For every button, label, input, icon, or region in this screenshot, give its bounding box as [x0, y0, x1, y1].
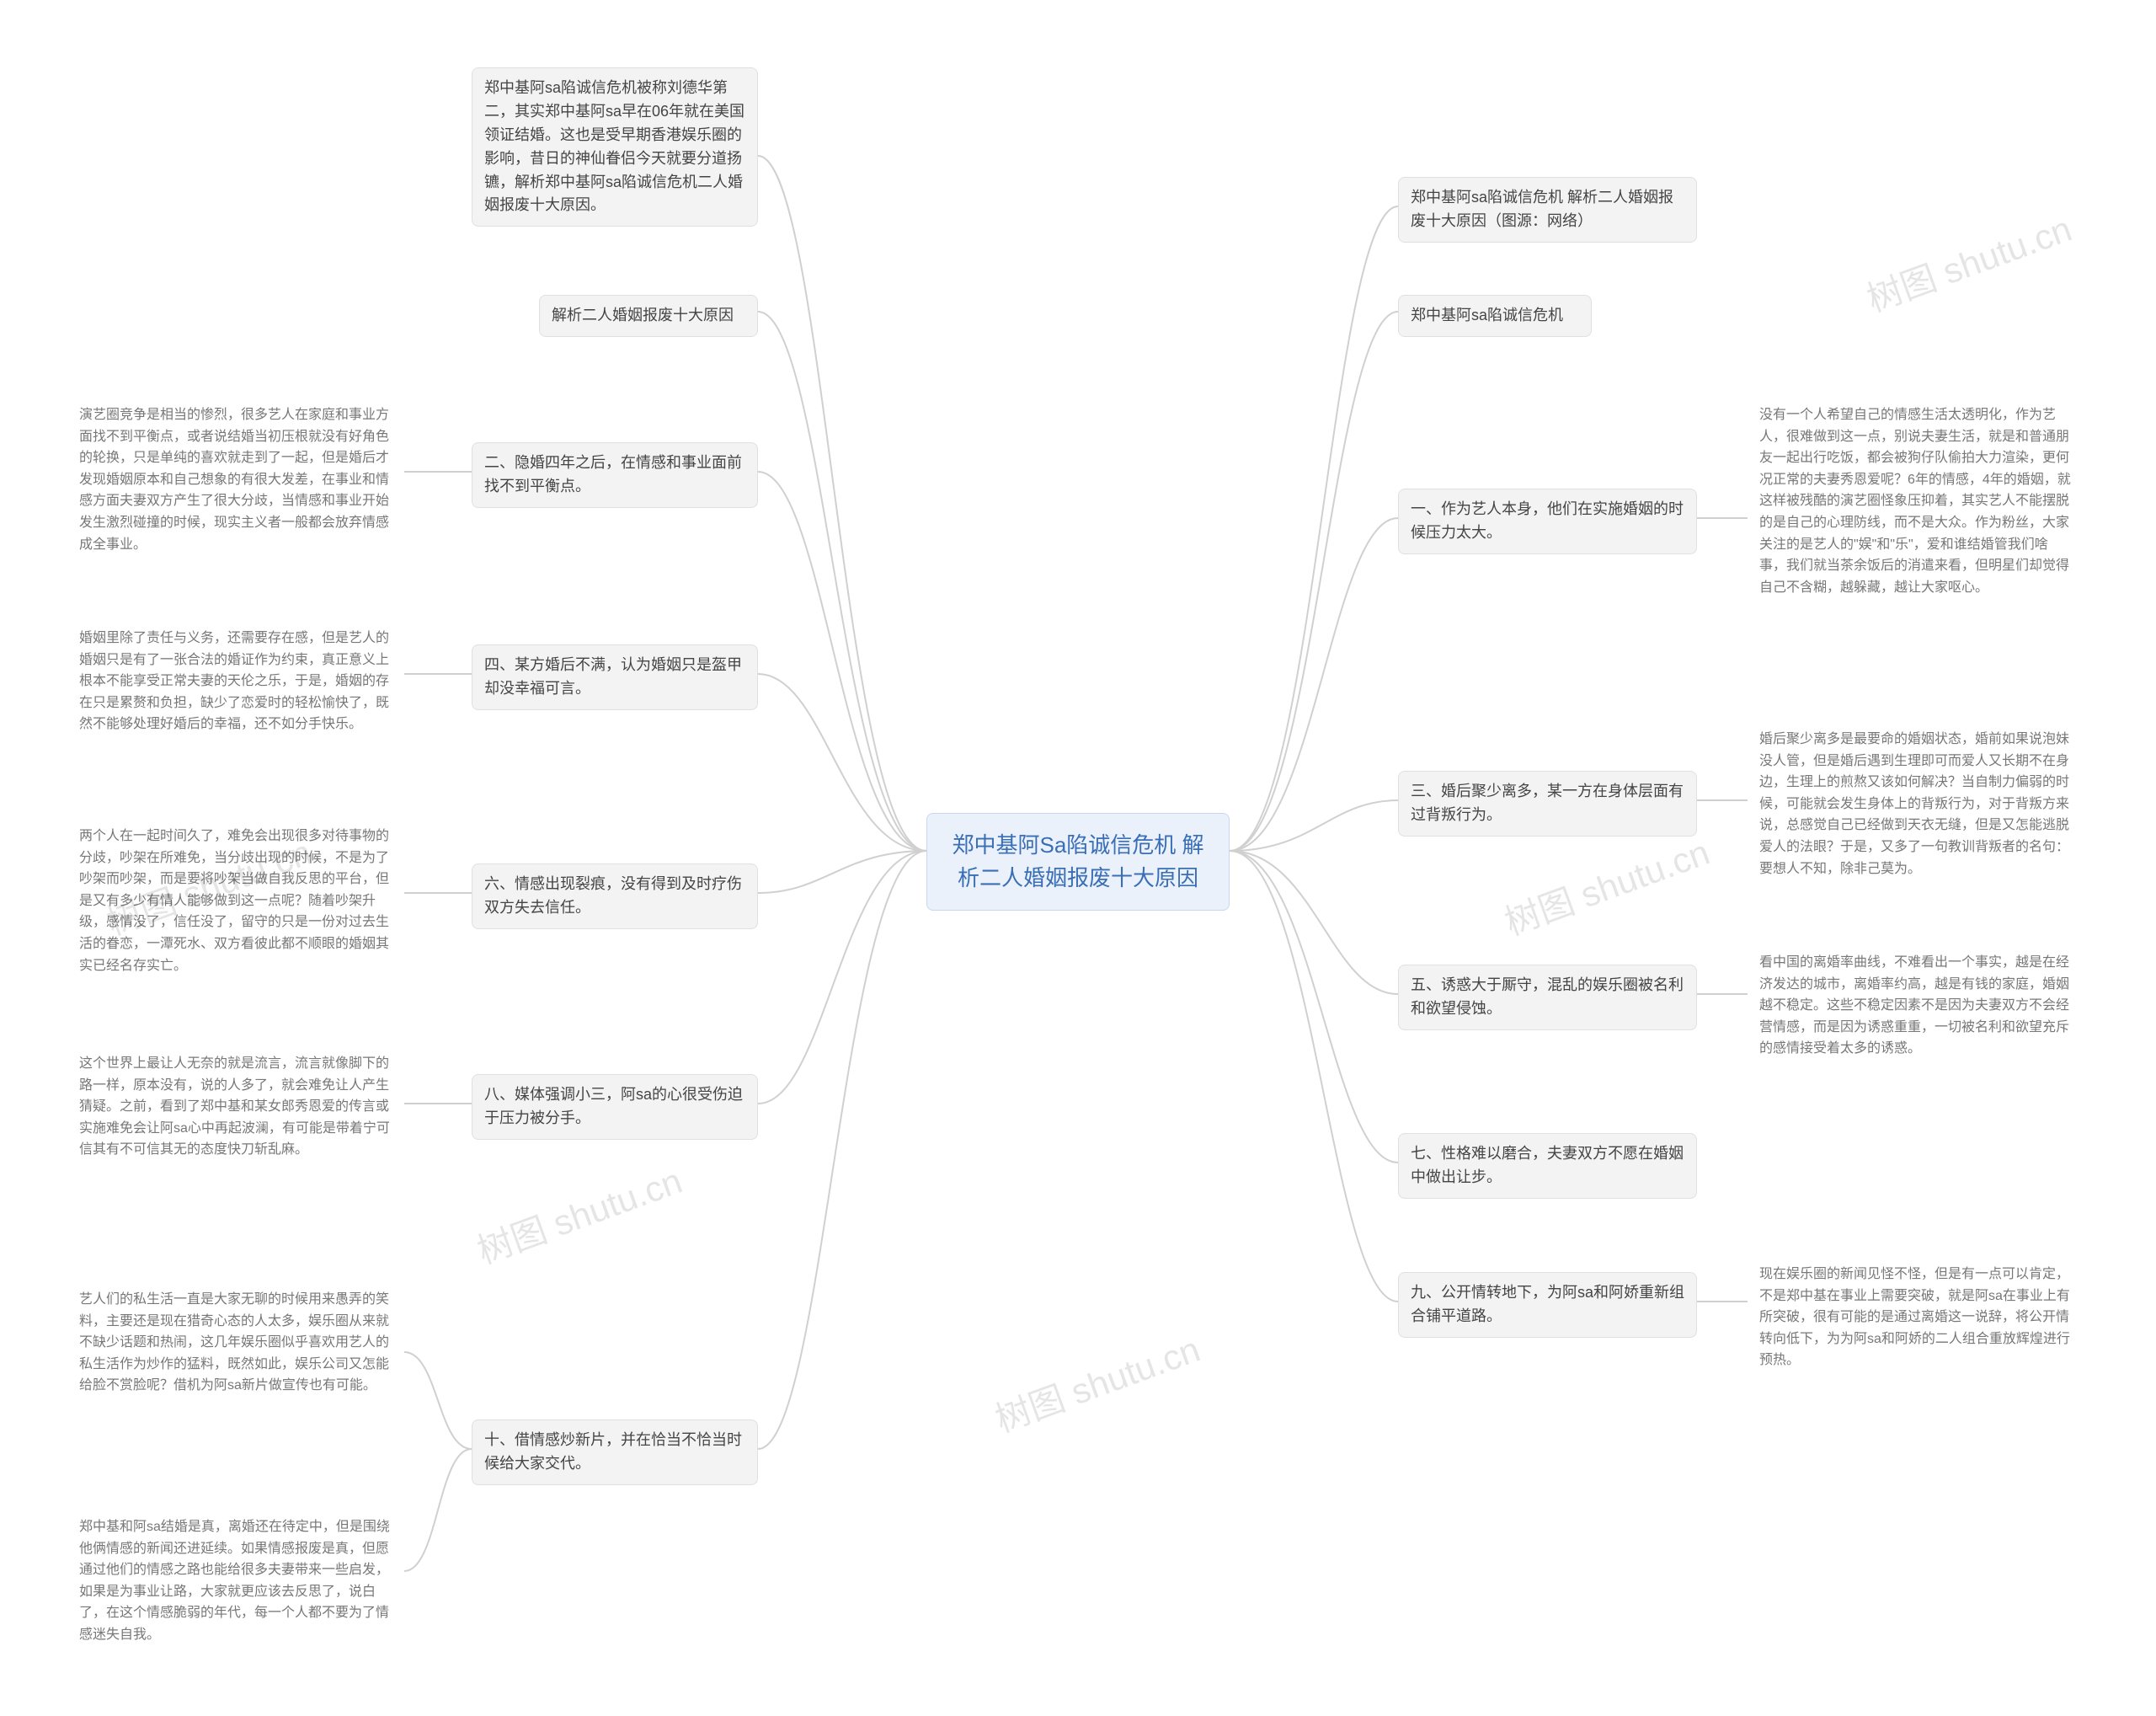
right-branch-4[interactable]: 五、诱惑大于厮守，混乱的娱乐圈被名利和欲望侵蚀。: [1398, 965, 1697, 1030]
right-leaf-2: 没有一个人希望自己的情感生活太透明化，作为艺人，很难做到这一点，别说夫妻生活，就…: [1748, 396, 2084, 607]
right-branch-6[interactable]: 九、公开情转地下，为阿sa和阿娇重新组合铺平道路。: [1398, 1272, 1697, 1338]
left-branch-2[interactable]: 二、隐婚四年之后，在情感和事业面前找不到平衡点。: [472, 442, 758, 508]
left-leaf-6a: 艺人们的私生活一直是大家无聊的时候用来愚弄的笑料，主要还是现在猎奇心态的人太多，…: [67, 1280, 404, 1405]
left-leaf-4: 两个人在一起时间久了，难免会出现很多对待事物的分歧，吵架在所难免，当分歧出现的时…: [67, 817, 404, 985]
left-branch-5[interactable]: 八、媒体强调小三，阿sa的心很受伤迫于压力被分手。: [472, 1074, 758, 1140]
left-leaf-3: 婚姻里除了责任与义务，还需要存在感，但是艺人的婚姻只是有了一张合法的婚证作为约束…: [67, 619, 404, 744]
right-branch-2[interactable]: 一、作为艺人本身，他们在实施婚姻的时候压力太大。: [1398, 489, 1697, 554]
right-leaf-4: 看中国的离婚率曲线，不难看出一个事实，越是在经济发达的城市，离婚率约高，越是有钱…: [1748, 944, 2084, 1068]
left-branch-4[interactable]: 六、情感出现裂痕，没有得到及时疗伤双方失去信任。: [472, 863, 758, 929]
left-leaf-2: 演艺圈竞争是相当的惨烈，很多艺人在家庭和事业方面找不到平衡点，或者说结婚当初压根…: [67, 396, 404, 564]
left-leaf-5: 这个世界上最让人无奈的就是流言，流言就像脚下的路一样，原本没有，说的人多了，就会…: [67, 1045, 404, 1169]
left-leaf-6b: 郑中基和阿sa结婚是真，离婚还在待定中，但是围绕他俩情感的新闻还进延续。如果情感…: [67, 1508, 404, 1655]
left-branch-3[interactable]: 四、某方婚后不满，认为婚姻只是盔甲却没幸福可言。: [472, 644, 758, 710]
right-leaf-6: 现在娱乐圈的新闻见怪不怪，但是有一点可以肯定，不是郑中基在事业上需要突破，就是阿…: [1748, 1255, 2084, 1380]
center-node[interactable]: 郑中基阿Sa陷诚信危机 解析二人婚姻报废十大原因: [926, 813, 1230, 911]
right-leaf-3: 婚后聚少离多是最要命的婚姻状态，婚前如果说泡妹没人管，但是婚后遇到生理即可而爱人…: [1748, 720, 2084, 888]
right-branch-0[interactable]: 郑中基阿sa陷诚信危机 解析二人婚姻报废十大原因（图源：网络）: [1398, 177, 1697, 243]
mindmap-canvas: 树图 shutu.cn 树图 shutu.cn 树图 shutu.cn 树图 s…: [0, 0, 2156, 1716]
left-branch-0[interactable]: 郑中基阿sa陷诚信危机被称刘德华第二，其实郑中基阿sa早在06年就在美国领证结婚…: [472, 67, 758, 227]
left-branch-6[interactable]: 十、借情感炒新片，并在恰当不恰当时候给大家交代。: [472, 1419, 758, 1485]
left-branch-1[interactable]: 解析二人婚姻报废十大原因: [539, 295, 758, 337]
right-branch-5[interactable]: 七、性格难以磨合，夫妻双方不愿在婚姻中做出让步。: [1398, 1133, 1697, 1199]
right-branch-3[interactable]: 三、婚后聚少离多，某一方在身体层面有过背叛行为。: [1398, 771, 1697, 837]
right-branch-1[interactable]: 郑中基阿sa陷诚信危机: [1398, 295, 1592, 337]
